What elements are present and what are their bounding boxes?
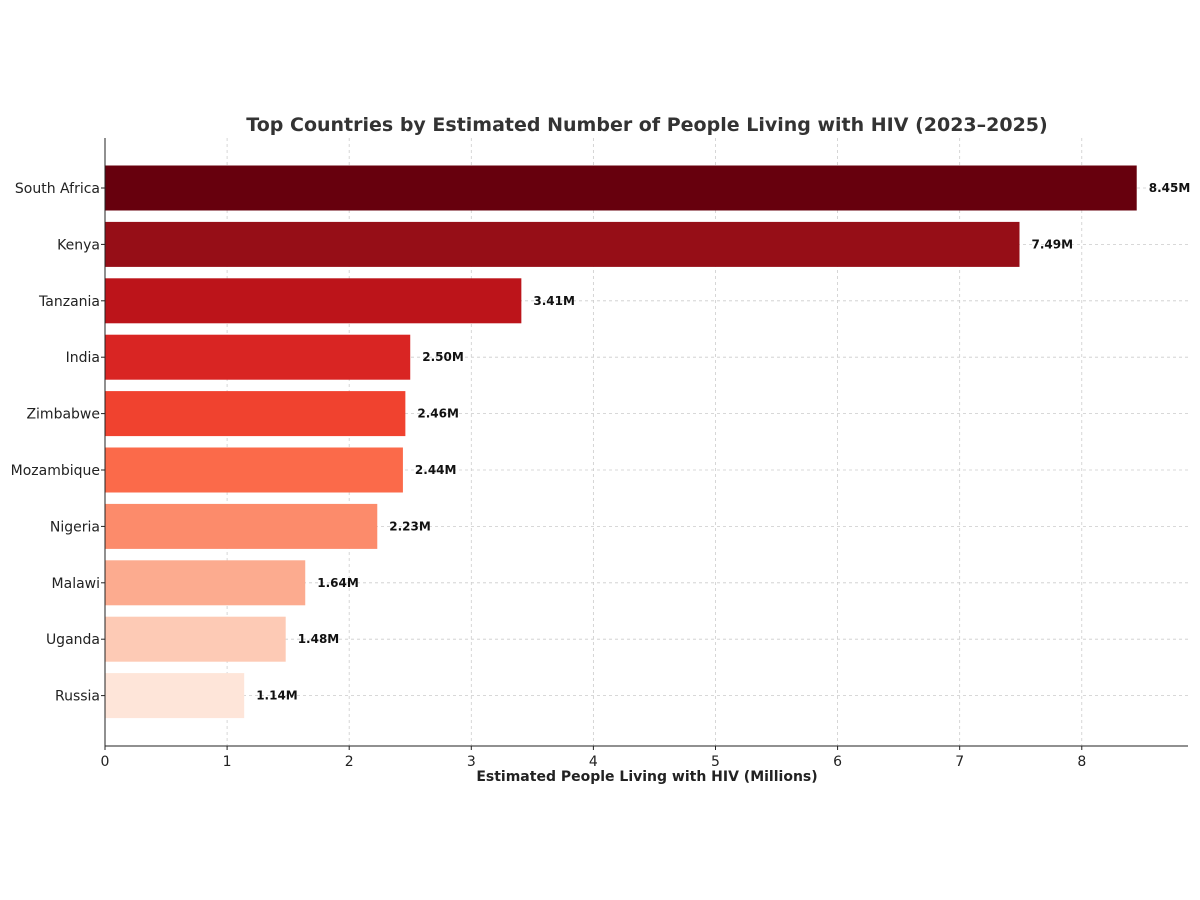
x-ticks: 0 1 2 3 4 5 6 7 8 (101, 746, 1086, 770)
bar-value-label: 2.46M (417, 407, 459, 421)
x-tick-label: 0 (101, 754, 110, 770)
bar-value-label: 7.49M (1032, 237, 1074, 251)
bar (105, 673, 245, 719)
category-label: Zimbabwe (26, 407, 100, 423)
bar-value-label: 8.45M (1149, 181, 1191, 195)
bar (105, 503, 378, 549)
bar-value-label: 1.64M (317, 576, 359, 590)
category-labels: South Africa Kenya Tanzania India Zimbabwe Mo… (11, 181, 105, 705)
category-label: Mozambique (11, 463, 100, 479)
bar (105, 221, 1020, 267)
x-tick-label: 8 (1077, 754, 1086, 770)
bar (105, 334, 411, 380)
bar-value-label: 2.23M (389, 519, 431, 533)
chart-title: Top Countries by Estimated Number of Peo… (246, 114, 1047, 136)
category-label: Kenya (57, 237, 100, 253)
bar (105, 278, 522, 324)
bar-value-label: 3.41M (533, 294, 575, 308)
bar-value-label: 2.50M (422, 350, 464, 364)
bar (105, 616, 286, 662)
bar (105, 447, 403, 493)
bar (105, 560, 306, 606)
category-label: India (66, 350, 100, 366)
bar (105, 165, 1137, 211)
bar-value-label: 1.14M (256, 689, 298, 703)
bar-value-label: 1.48M (298, 632, 340, 646)
category-label: Nigeria (50, 519, 100, 535)
category-label: Uganda (46, 632, 100, 648)
x-tick-label: 5 (711, 754, 720, 770)
x-tick-label: 7 (955, 754, 964, 770)
x-tick-label: 6 (833, 754, 842, 770)
category-label: Russia (55, 689, 100, 705)
x-axis-title: Estimated People Living with HIV (Millio… (476, 769, 817, 785)
x-tick-label: 3 (467, 754, 476, 770)
bar (105, 391, 406, 437)
bars (105, 165, 1137, 719)
bar-value-label: 2.44M (415, 463, 457, 477)
category-label: South Africa (15, 181, 100, 197)
x-tick-label: 1 (223, 754, 232, 770)
x-tick-label: 2 (345, 754, 354, 770)
x-tick-label: 4 (589, 754, 598, 770)
category-label: Malawi (52, 576, 100, 592)
value-labels: 8.45M 7.49M 3.41M 2.50M 2.46M 2.44M 2.23M 1.64M… (256, 181, 1190, 703)
category-label: Tanzania (38, 294, 100, 310)
